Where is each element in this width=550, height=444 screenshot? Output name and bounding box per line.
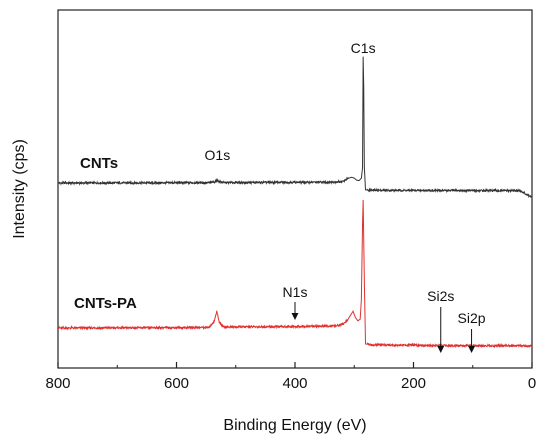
peak-label-c1s: C1s <box>351 40 376 56</box>
peak-arrow-head <box>291 313 299 320</box>
peak-arrow-head <box>468 346 476 353</box>
x-tick-label: 200 <box>401 375 426 392</box>
peak-label-n1s: N1s <box>283 284 308 300</box>
x-tick-label: 400 <box>282 375 307 392</box>
peak-label-si2p: Si2p <box>458 310 486 326</box>
peak-arrow-head <box>437 346 445 353</box>
series-label-cnts: CNTs <box>80 155 118 172</box>
x-tick-label: 0 <box>528 375 536 392</box>
peak-label-o1s: O1s <box>205 147 231 163</box>
series-label-cnts-pa: CNTs-PA <box>74 295 137 312</box>
x-axis-title: Binding Energy (eV) <box>223 417 366 434</box>
series-line-cnts <box>57 56 533 199</box>
x-tick-label: 600 <box>164 375 189 392</box>
peak-label-si2s: Si2s <box>427 288 454 304</box>
series-line-cnts-pa <box>57 199 533 349</box>
x-tick-label: 800 <box>45 375 70 392</box>
y-axis-title: Intensity (cps) <box>11 139 28 239</box>
